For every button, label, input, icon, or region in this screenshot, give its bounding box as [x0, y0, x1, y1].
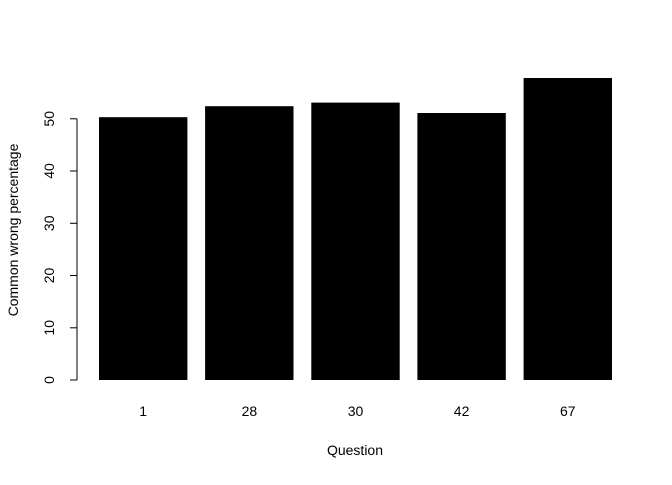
y-tick-label: 10 — [41, 320, 57, 336]
y-axis: 0 10 20 30 40 50 — [41, 111, 78, 384]
y-tick-label: 20 — [41, 268, 57, 284]
x-tick-label: 28 — [242, 403, 258, 419]
bar-42 — [417, 113, 506, 380]
x-tick-label: 30 — [348, 403, 364, 419]
x-tick-labels: 1 28 30 42 67 — [139, 403, 575, 419]
y-tick-label: 40 — [41, 163, 57, 179]
x-tick-label: 42 — [454, 403, 470, 419]
x-tick-label: 1 — [139, 403, 147, 419]
x-tick-label: 67 — [560, 403, 576, 419]
y-tick-label: 0 — [41, 376, 57, 384]
bar-30 — [311, 102, 400, 380]
y-tick-label: 50 — [41, 111, 57, 127]
y-axis-title: Common wrong percentage — [5, 143, 21, 316]
x-axis-title: Question — [327, 442, 383, 458]
bar-67 — [523, 78, 612, 380]
y-tick-label: 30 — [41, 215, 57, 231]
bar-1 — [99, 117, 188, 380]
bars-group — [99, 78, 612, 380]
bar-28 — [205, 106, 294, 380]
